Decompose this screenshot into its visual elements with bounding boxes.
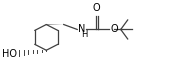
Text: HO: HO — [2, 49, 17, 59]
Text: O: O — [93, 3, 100, 13]
Text: O: O — [110, 24, 118, 34]
Text: H: H — [82, 30, 88, 39]
Polygon shape — [46, 24, 64, 25]
Text: N: N — [78, 24, 86, 34]
